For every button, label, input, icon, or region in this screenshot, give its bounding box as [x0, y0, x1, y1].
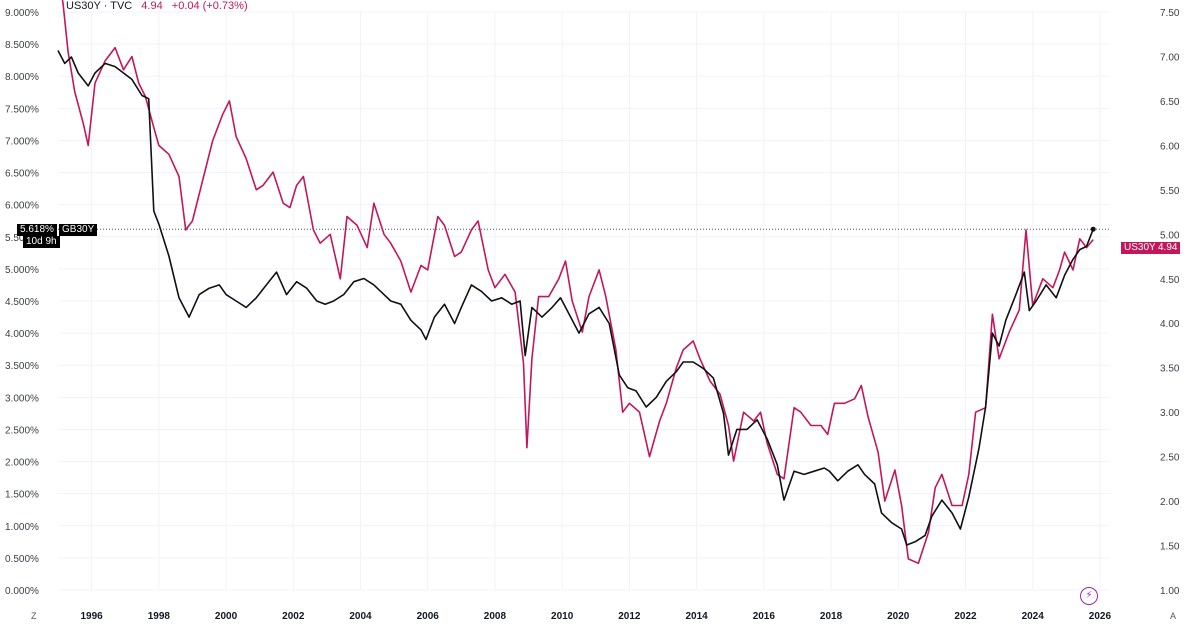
right-axis-tick-label: 2.50 — [1160, 453, 1180, 464]
left-axis-tick-label: 2.500% — [5, 425, 39, 436]
series-endpoint-gb30y — [1090, 226, 1096, 232]
series-line-gb30y — [57, 50, 1094, 546]
left-axis: 0.000% 0.500% 1.000% 1.500% 2.000% 2.500% 3.00… — [5, 8, 39, 597]
series-layer — [57, 0, 1096, 565]
series-legend[interactable]: US30Y · TVC 4.94 +0.04 (+0.73%) — [66, 0, 248, 13]
left-axis-tick-label: 8.000% — [5, 72, 39, 83]
us30y-symbol-tag: US30Y — [1121, 242, 1159, 254]
left-axis-tick-label: 3.000% — [5, 393, 39, 404]
x-axis-tick-label: 2012 — [618, 611, 641, 622]
gb30y-countdown-tag: 10d 9h — [23, 236, 60, 248]
x-axis-tick-label: 2004 — [349, 611, 372, 622]
left-axis-mode-button[interactable]: Z — [31, 611, 37, 621]
left-axis-tick-label: 1.500% — [5, 490, 39, 501]
x-axis-tick-label: 2022 — [954, 611, 977, 622]
gb30y-value-tag: 5.618% — [17, 224, 57, 236]
left-axis-tick-label: 5.500% — [5, 233, 39, 244]
x-axis-tick-label: 2014 — [685, 611, 708, 622]
x-axis-tick-label: 2008 — [484, 611, 507, 622]
us30y-value: 4.94 — [1158, 242, 1178, 253]
left-axis-tick-label: 6.000% — [5, 201, 39, 212]
auto-scale-button[interactable]: A — [1170, 611, 1177, 621]
x-axis-tick-label: 1996 — [80, 611, 103, 622]
right-axis-tick-label: 4.00 — [1160, 319, 1180, 330]
left-axis-tick-label: 9.000% — [5, 8, 39, 19]
right-axis-tick-label: 2.00 — [1160, 497, 1180, 508]
x-axis-tick-label: 2026 — [1089, 611, 1112, 622]
right-axis-tick-label: 6.00 — [1160, 141, 1180, 152]
x-axis-tick-label: 2016 — [753, 611, 776, 622]
left-axis-tick-label: 7.500% — [5, 104, 39, 115]
right-axis-tick-label: 7.50 — [1160, 8, 1180, 19]
gb30y-countdown: 10d 9h — [26, 236, 57, 247]
gb30y-symbol: GB30Y — [62, 224, 95, 235]
x-axis-tick-label: 2002 — [282, 611, 305, 622]
right-axis-tick-label: 7.00 — [1160, 52, 1180, 63]
x-axis-tick-label: 2006 — [417, 611, 440, 622]
right-axis-tick-label: 3.50 — [1160, 364, 1180, 375]
gb30y-symbol-tag: GB30Y — [59, 224, 98, 236]
legend-value: 4.94 — [141, 0, 163, 12]
right-axis-tick-label: 6.50 — [1160, 97, 1180, 108]
left-axis-tick-label: 8.500% — [5, 40, 39, 51]
left-axis-tick-label: 3.500% — [5, 361, 39, 372]
legend-change: +0.04 (+0.73%) — [171, 0, 248, 12]
us30y-value-tag: 4.94 — [1155, 242, 1181, 254]
x-axis-tick-label: 2010 — [551, 611, 574, 622]
left-axis-tick-label: 0.500% — [5, 554, 39, 565]
left-axis-tick-label: 6.500% — [5, 169, 39, 180]
right-axis-tick-label: 1.00 — [1160, 586, 1180, 597]
lightning-icon[interactable]: ⚡ — [1080, 587, 1098, 605]
grid-layer — [58, 11, 1110, 591]
right-axis-tick-label: 5.00 — [1160, 230, 1180, 241]
left-axis-tick-label: 7.000% — [5, 136, 39, 147]
x-axis-tick-label: 2020 — [887, 611, 910, 622]
right-axis: 1.00 1.50 2.00 2.50 3.00 3.50 4.00 4.50 5.00 5.50… — [1160, 8, 1180, 597]
left-axis-tick-label: 1.000% — [5, 522, 39, 533]
series-line-us30y — [61, 0, 1094, 565]
x-axis: 1996 1998 2000 2002 2004 2006 2008 2010 2012 2014… — [80, 611, 1111, 622]
right-axis-tick-label: 3.00 — [1160, 408, 1180, 419]
left-axis-tick-label: 4.000% — [5, 329, 39, 340]
left-axis-tick-label: 4.500% — [5, 297, 39, 308]
left-axis-tick-label: 5.000% — [5, 265, 39, 276]
x-axis-tick-label: 2000 — [215, 611, 238, 622]
x-axis-tick-label: 2024 — [1022, 611, 1045, 622]
legend-symbol: US30Y · TVC — [66, 0, 133, 12]
x-axis-tick-label: 1998 — [148, 611, 171, 622]
right-axis-tick-label: 4.50 — [1160, 275, 1180, 286]
left-axis-tick-label: 2.000% — [5, 458, 39, 469]
x-axis-tick-label: 2018 — [820, 611, 843, 622]
us30y-symbol: US30Y — [1124, 242, 1156, 253]
gb30y-value: 5.618% — [20, 224, 54, 235]
right-axis-tick-label: 5.50 — [1160, 186, 1180, 197]
right-axis-tick-label: 1.50 — [1160, 542, 1180, 553]
left-axis-tick-label: 0.000% — [5, 586, 39, 597]
